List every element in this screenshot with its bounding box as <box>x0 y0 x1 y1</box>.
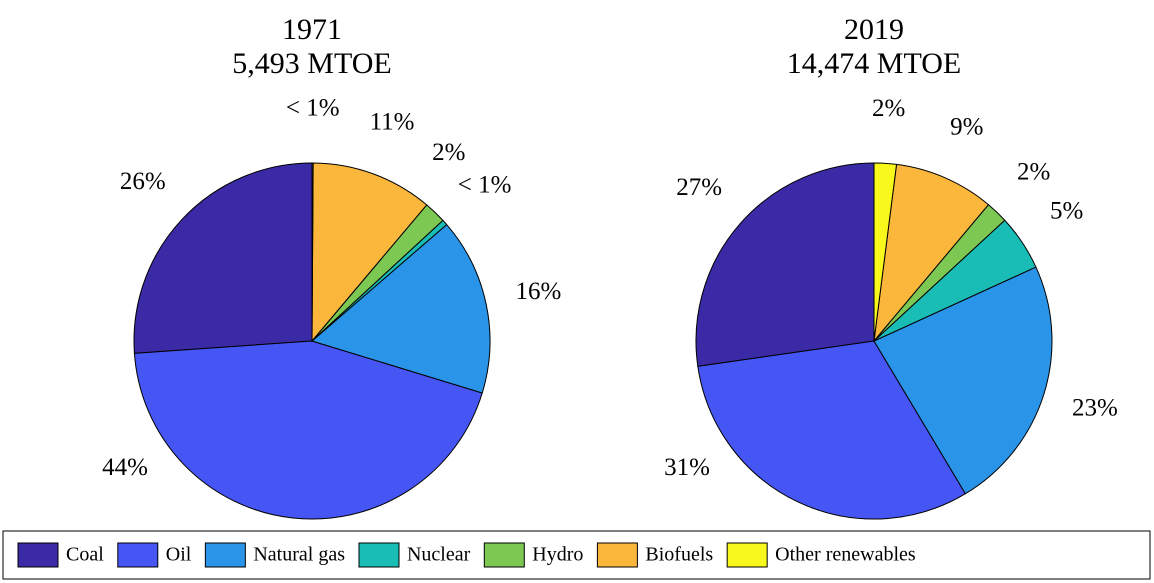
pie-slice <box>311 162 428 343</box>
pie-slice <box>133 162 313 354</box>
legend-label: Oil <box>166 544 192 566</box>
pie-slice <box>873 162 898 342</box>
legend-label: Coal <box>66 544 104 566</box>
data-label: 26% <box>120 168 166 195</box>
pie-slice <box>133 340 483 520</box>
data-label: < 1% <box>458 172 512 199</box>
legend-label: Biofuels <box>645 544 713 566</box>
pie-slice <box>311 162 314 342</box>
legend-box <box>2 530 1151 580</box>
data-label: 16% <box>515 278 561 305</box>
data-label: 27% <box>676 174 722 201</box>
legend-label: Hydro <box>532 544 583 566</box>
data-label: 11% <box>370 109 415 136</box>
legend-swatch <box>726 542 768 568</box>
chart-title: 2019 <box>844 13 904 46</box>
pie-slice <box>310 223 491 394</box>
legend-label: Other renewables <box>775 544 916 566</box>
legend-label: Natural gas <box>253 544 345 566</box>
pie-slice <box>873 266 1053 495</box>
chart-subtitle: 14,474 MTOE <box>787 47 961 80</box>
data-label: < 1% <box>286 94 340 121</box>
pie-slice <box>695 162 875 367</box>
chart-subtitle: 5,493 MTOE <box>232 47 391 80</box>
legend-label: Nuclear <box>407 544 471 566</box>
data-label: 2% <box>1017 158 1050 185</box>
data-label: 9% <box>950 114 983 141</box>
legend-swatch <box>358 542 400 568</box>
data-label: 2% <box>872 95 905 122</box>
legend-swatch <box>17 542 59 568</box>
legend-swatch <box>204 542 246 568</box>
data-label: 31% <box>664 454 710 481</box>
data-label: 44% <box>102 454 148 481</box>
legend-swatch <box>596 542 638 568</box>
pie-slice <box>697 340 967 520</box>
legend-swatch <box>117 542 159 568</box>
chart-title: 1971 <box>282 13 342 46</box>
data-label: 5% <box>1050 198 1083 225</box>
legend-swatch <box>483 542 525 568</box>
data-label: 2% <box>432 139 465 166</box>
pie-slice <box>873 163 990 343</box>
data-label: 23% <box>1072 394 1118 421</box>
